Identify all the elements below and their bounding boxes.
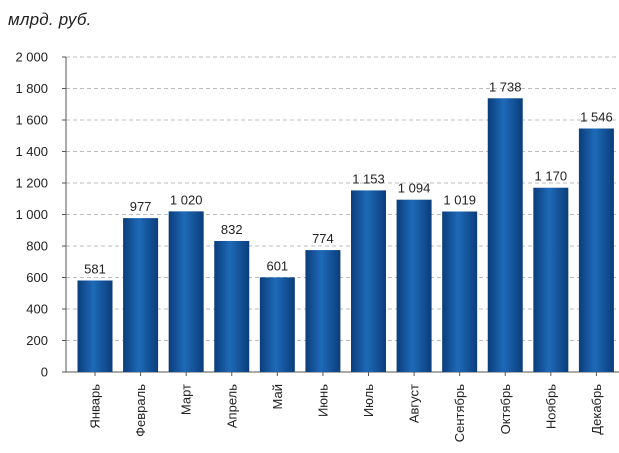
data-label: 601: [266, 258, 288, 273]
bar: [77, 280, 113, 372]
category-label: Июнь: [315, 384, 330, 417]
bar: [578, 128, 614, 372]
y-tick-label: 1 000: [15, 207, 48, 222]
y-tick-label: 800: [26, 239, 48, 254]
category-label: Август: [407, 384, 422, 423]
bar: [214, 240, 250, 372]
bar: [123, 218, 159, 372]
data-label: 774: [312, 231, 334, 246]
gridlines: [66, 56, 619, 341]
y-tick-label: 1 800: [15, 81, 48, 96]
category-label: Апрель: [224, 384, 239, 428]
y-tick-label: 1 200: [15, 176, 48, 191]
bar: [305, 250, 341, 372]
bar: [351, 190, 386, 372]
category-label: Март: [179, 384, 194, 415]
y-tick-label: 400: [26, 302, 48, 317]
y-tick-label: 1 400: [15, 144, 48, 159]
data-label: 1 020: [170, 192, 203, 207]
bar: [259, 277, 295, 372]
y-tick-label: 2 000: [15, 50, 48, 65]
data-label: 1 546: [580, 110, 613, 125]
bar: [533, 187, 569, 372]
data-labels: 581 977 1 020 832 601 774 1 153 1 094 1 019 1 738…: [84, 79, 613, 276]
data-label: 1 153: [352, 171, 385, 186]
data-label: 832: [221, 222, 243, 237]
data-label: 1 170: [535, 169, 568, 184]
bar: [168, 211, 204, 372]
category-label: Сентябрь: [452, 384, 467, 442]
y-axis-tick-labels: 0 200 400 600 800 1 000 1 200 1 400 1 600 1 800 2 …: [15, 50, 48, 380]
category-label: Ноябрь: [543, 384, 558, 429]
bar: [396, 199, 432, 372]
data-label: 977: [130, 199, 152, 214]
data-label: 1 738: [489, 79, 522, 94]
data-label: 1 094: [398, 181, 431, 196]
category-label: Май: [270, 384, 285, 409]
category-label: Декабрь: [589, 384, 604, 435]
category-label: Февраль: [133, 384, 148, 437]
axes: [62, 56, 619, 376]
unit-label: млрд. руб.: [8, 10, 92, 29]
y-tick-label: 600: [26, 270, 48, 285]
bar: [442, 211, 478, 372]
bar: [487, 98, 523, 372]
bars: [77, 98, 614, 372]
x-axis-category-labels: Январь Февраль Март Апрель Май Июнь Июль Август…: [88, 384, 604, 442]
y-tick-label: 200: [26, 333, 48, 348]
category-label: Июль: [361, 384, 376, 417]
category-label: Октябрь: [498, 384, 513, 435]
category-label: Январь: [88, 384, 103, 429]
y-tick-label: 1 600: [15, 113, 48, 128]
y-tick-label: 0: [41, 365, 48, 380]
data-label: 581: [84, 261, 106, 276]
data-label: 1 019: [443, 193, 476, 208]
